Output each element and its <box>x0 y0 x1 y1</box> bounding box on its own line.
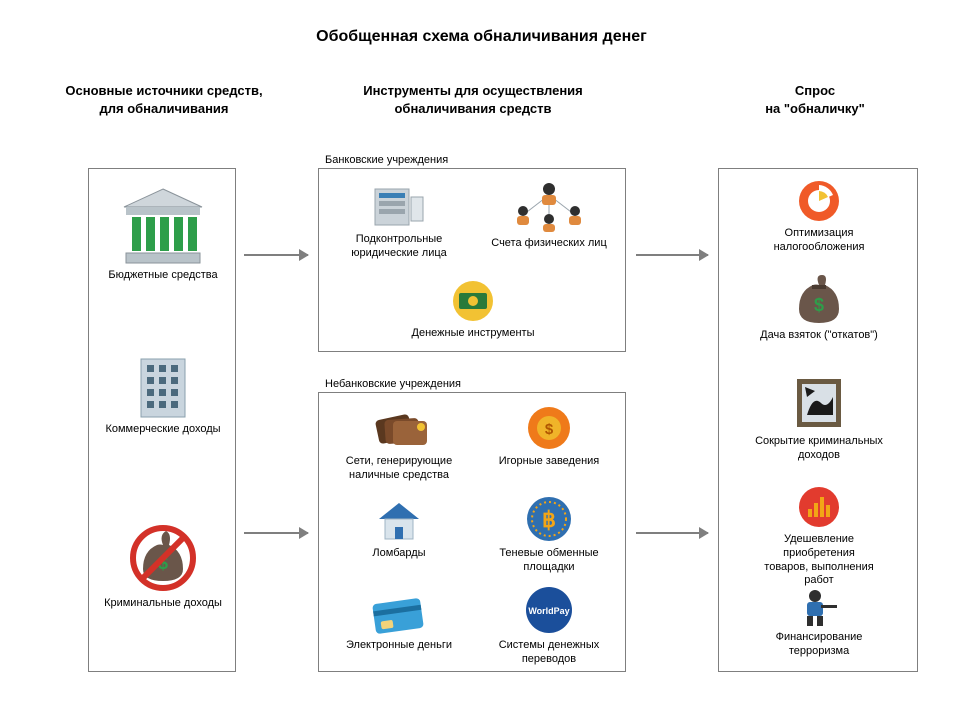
svg-text:$: $ <box>545 421 554 438</box>
card-icon <box>370 593 428 635</box>
panel-bank: Банковские учреждения Подконтрольныеюрид… <box>318 168 626 352</box>
item-cheapening: Удешевление приобретениятоваров, выполне… <box>749 485 889 588</box>
item-budget: Бюджетные средства <box>93 187 233 283</box>
item-shadow-fx: ฿ Теневые обменныеплощадки <box>479 493 619 575</box>
heading-demand: Спросна "обналичку" <box>700 82 930 117</box>
item-label: Криминальные доходы <box>93 597 233 611</box>
sliders-icon <box>797 485 841 529</box>
item-label: Счета физических лиц <box>479 237 619 251</box>
heading-instruments: Инструменты для осуществленияобналичиван… <box>320 82 626 117</box>
no-money-icon: $ <box>128 523 198 593</box>
pie-icon <box>797 179 841 223</box>
item-terrorism: Финансирование терроризма <box>749 587 889 659</box>
casino-icon: $ <box>526 405 572 451</box>
item-label: Ломбарды <box>329 547 469 561</box>
bank-icon <box>120 187 206 265</box>
bitcoin-icon: ฿ <box>525 495 573 543</box>
item-emoney: Электронные деньги <box>329 589 469 653</box>
item-controlled-entities: Подконтрольныеюридические лица <box>329 181 469 261</box>
item-label: Электронные деньги <box>329 639 469 653</box>
arrow-nonbank-to-demand <box>636 532 708 534</box>
item-label: Системы денежныхпереводов <box>479 639 619 667</box>
item-remittance: WorldPay Системы денежныхпереводов <box>479 585 619 667</box>
item-label: Подконтрольныеюридические лица <box>329 233 469 261</box>
item-label: Дача взяток ("откатов") <box>749 329 889 343</box>
svg-text:WorldPay: WorldPay <box>528 606 569 616</box>
diagram-title: Обобщенная схема обналичивания денег <box>0 28 963 46</box>
frame-icon <box>793 375 845 431</box>
wallets-icon <box>371 407 427 451</box>
arrow-sources-to-bank <box>244 254 308 256</box>
panel-nonbank: Небанковские учреждения Сети, генерирующ… <box>318 392 626 672</box>
panel-bank-label: Банковские учреждения <box>325 154 448 166</box>
arrow-bank-to-demand <box>636 254 708 256</box>
item-label: Денежные инструменты <box>403 327 543 341</box>
item-money-instruments: Денежные инструменты <box>403 279 543 341</box>
arrow-sources-to-nonbank <box>244 532 308 534</box>
svg-text:฿: ฿ <box>542 507 556 532</box>
item-label: Теневые обменныеплощадки <box>479 547 619 575</box>
item-cash-networks: Сети, генерирующиеналичные средства <box>329 405 469 483</box>
coin-note-icon <box>449 279 497 323</box>
diagram-canvas: Обобщенная схема обналичивания денег Осн… <box>0 0 963 706</box>
money-bag-icon: $ <box>796 273 842 325</box>
item-hide-criminal: Сокрытие криминальных доходов <box>749 375 889 463</box>
item-label: Сокрытие криминальных доходов <box>749 435 889 463</box>
item-personal-accounts: Счета физических лиц <box>479 181 619 251</box>
item-label: Удешевление приобретениятоваров, выполне… <box>749 533 889 588</box>
panel-nonbank-label: Небанковские учреждения <box>325 378 461 390</box>
item-label: Оптимизация налогообложения <box>749 227 889 255</box>
gunman-icon <box>797 587 841 627</box>
house-icon <box>375 499 423 543</box>
item-label: Игорные заведения <box>479 455 619 469</box>
worldpay-icon: WorldPay <box>524 585 574 635</box>
building-icon <box>135 355 191 419</box>
item-label: Сети, генерирующиеналичные средства <box>329 455 469 483</box>
people-icon <box>509 181 589 233</box>
heading-sources: Основные источники средств,для обналичив… <box>40 82 288 117</box>
item-gambling: $ Игорные заведения <box>479 405 619 469</box>
panel-demand: Оптимизация налогообложения $ Дача взято… <box>718 168 918 672</box>
item-commercial: Коммерческие доходы <box>93 355 233 437</box>
item-tax-optimization: Оптимизация налогообложения <box>749 179 889 255</box>
server-icon <box>371 183 427 229</box>
item-label: Бюджетные средства <box>93 269 233 283</box>
item-criminal: $ Криминальные доходы <box>93 523 233 611</box>
panel-sources: Бюджетные средства Коммерческие доходы <box>88 168 236 672</box>
item-label: Коммерческие доходы <box>93 423 233 437</box>
item-bribes: $ Дача взяток ("откатов") <box>749 273 889 343</box>
item-pawnshops: Ломбарды <box>329 497 469 561</box>
item-label: Финансирование терроризма <box>749 631 889 659</box>
svg-text:$: $ <box>814 295 824 315</box>
